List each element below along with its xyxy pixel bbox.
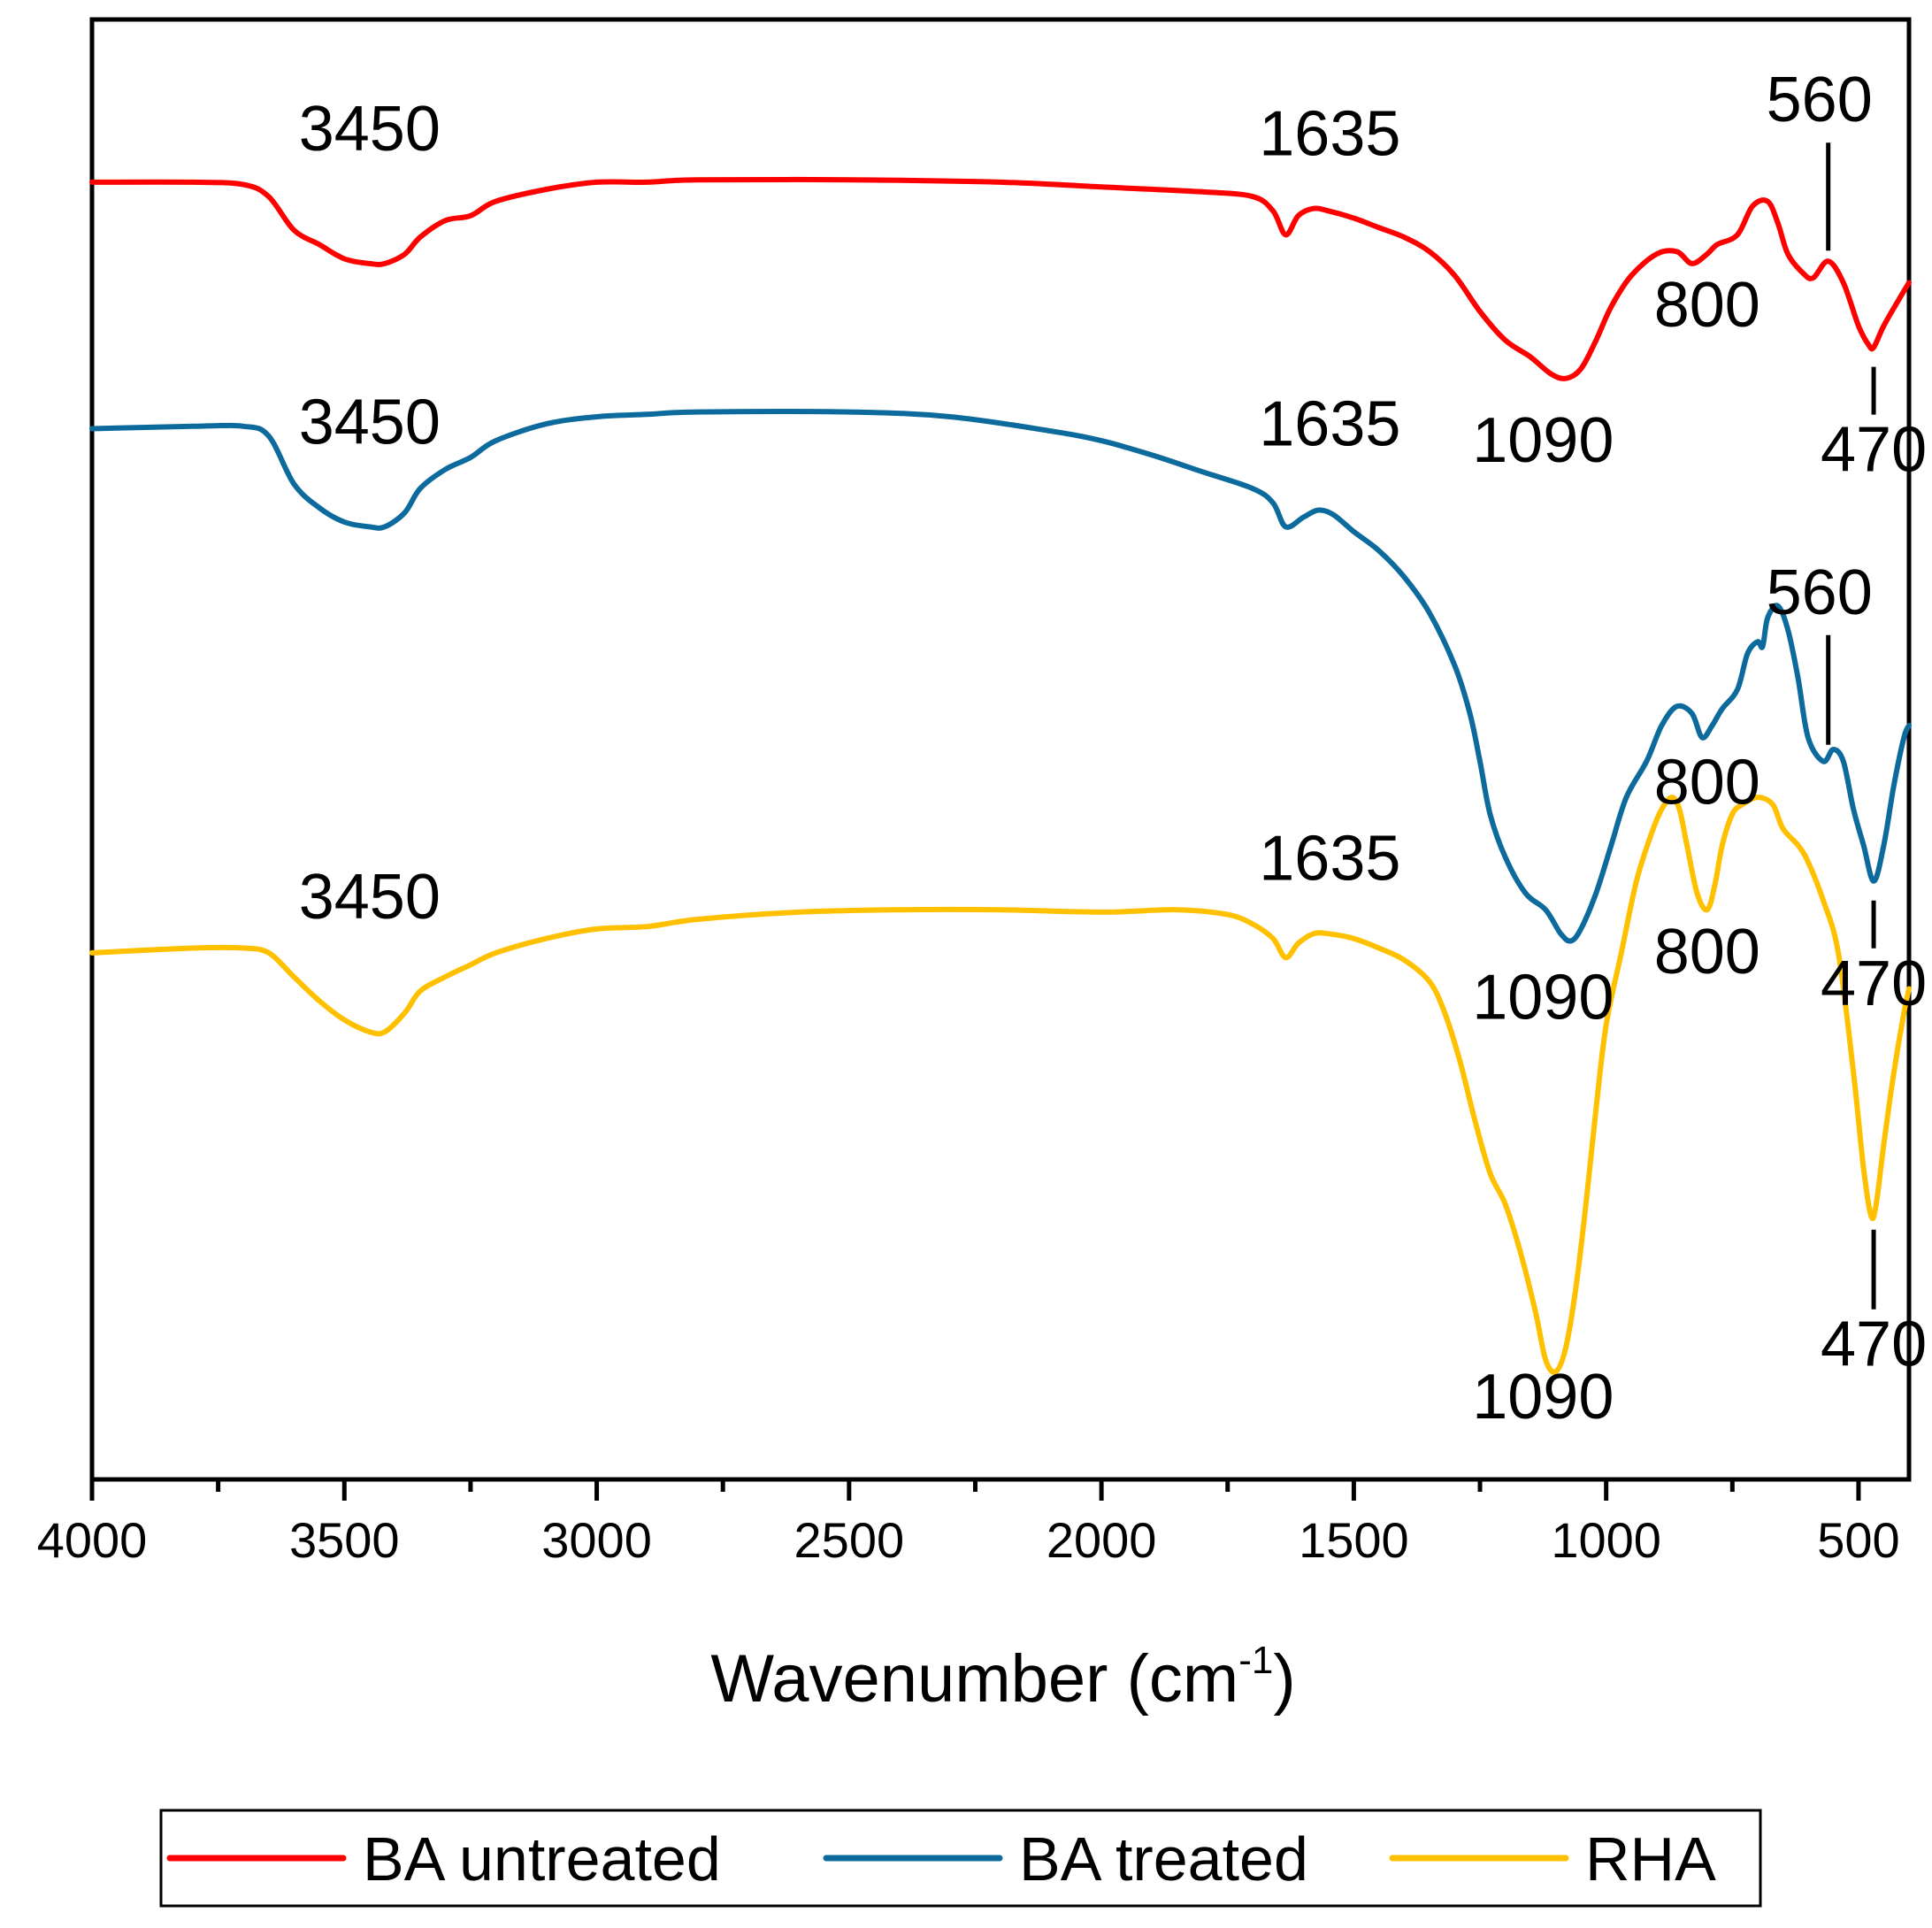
x-tick-label: 1500	[1299, 1512, 1409, 1568]
x-axis: 4000 3500 3000 2500 2000 1500 1000 500	[37, 1479, 1900, 1568]
peak-annotation: 1090	[1472, 1362, 1614, 1433]
x-tick-label: 500	[1817, 1512, 1899, 1568]
peak-annotation: 3450	[299, 862, 441, 933]
peak-annotation: 3450	[299, 387, 441, 457]
peak-annotation: 3450	[299, 94, 441, 165]
series-layer	[89, 176, 1912, 1375]
x-axis-title: Wavenumber (cm-1)	[710, 1639, 1295, 1717]
peak-annotation: 800	[1654, 917, 1760, 987]
peak-annotation: 1090	[1472, 962, 1614, 1033]
peak-annotation: 560	[1767, 557, 1873, 628]
peak-annotation: 1635	[1259, 388, 1400, 459]
legend-label: BA untreated	[363, 1824, 721, 1893]
x-axis-title-superscript: -1	[1238, 1639, 1273, 1682]
legend-item: BA untreated	[166, 1824, 721, 1893]
x-tick-label: 3500	[289, 1512, 400, 1568]
peak-annotation: 1090	[1472, 405, 1614, 476]
legend-label: RHA	[1585, 1824, 1716, 1893]
peak-annotation: 800	[1654, 748, 1760, 818]
peak-annotation: 470	[1821, 415, 1927, 486]
plot-frame	[89, 17, 1912, 1482]
x-tick-label: 2000	[1046, 1512, 1157, 1568]
x-tick-label: 2500	[794, 1512, 905, 1568]
legend-label: BA treated	[1019, 1824, 1308, 1893]
peak-annotation: 560	[1767, 65, 1873, 135]
legend: BA untreated BA treated RHA	[159, 1809, 1762, 1908]
series-line-ba-treated	[89, 409, 1912, 944]
legend-item: BA treated	[823, 1824, 1308, 1893]
peak-annotation: 1635	[1259, 823, 1400, 894]
x-axis-title-close: )	[1273, 1641, 1295, 1717]
peak-annotation: 1635	[1259, 98, 1400, 169]
legend-item: RHA	[1389, 1824, 1716, 1893]
plot-border	[89, 17, 1912, 1482]
x-tick-label: 4000	[37, 1512, 148, 1568]
peak-annotation: 470	[1821, 949, 1927, 1019]
peak-annotation: 800	[1654, 270, 1760, 341]
series-line-ba-untreated	[89, 176, 1912, 381]
series-line-rha	[89, 795, 1912, 1375]
x-axis-title-main: Wavenumber (cm	[710, 1641, 1238, 1717]
x-tick-label: 1000	[1551, 1512, 1661, 1568]
annotations-layer: 3450 1635 1090 800 560 470 3450 1635 1090 800 560 4…	[299, 65, 1927, 1433]
x-tick-label: 3000	[541, 1512, 652, 1568]
peak-annotation: 470	[1821, 1310, 1927, 1380]
